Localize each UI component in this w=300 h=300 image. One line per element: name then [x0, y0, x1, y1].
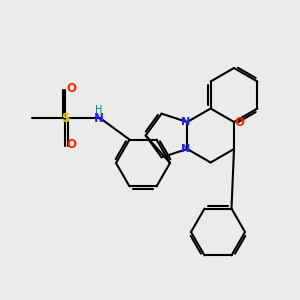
Text: N: N — [181, 117, 190, 127]
Text: N: N — [94, 112, 104, 125]
Text: N: N — [181, 144, 190, 154]
Text: S: S — [61, 113, 69, 123]
Text: H: H — [95, 105, 103, 115]
Text: O: O — [66, 139, 76, 152]
Text: O: O — [66, 82, 76, 95]
Text: O: O — [234, 116, 244, 128]
Text: S: S — [61, 112, 69, 124]
